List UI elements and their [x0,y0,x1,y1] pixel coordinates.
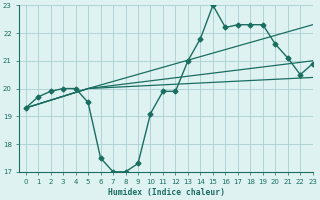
X-axis label: Humidex (Indice chaleur): Humidex (Indice chaleur) [108,188,225,197]
